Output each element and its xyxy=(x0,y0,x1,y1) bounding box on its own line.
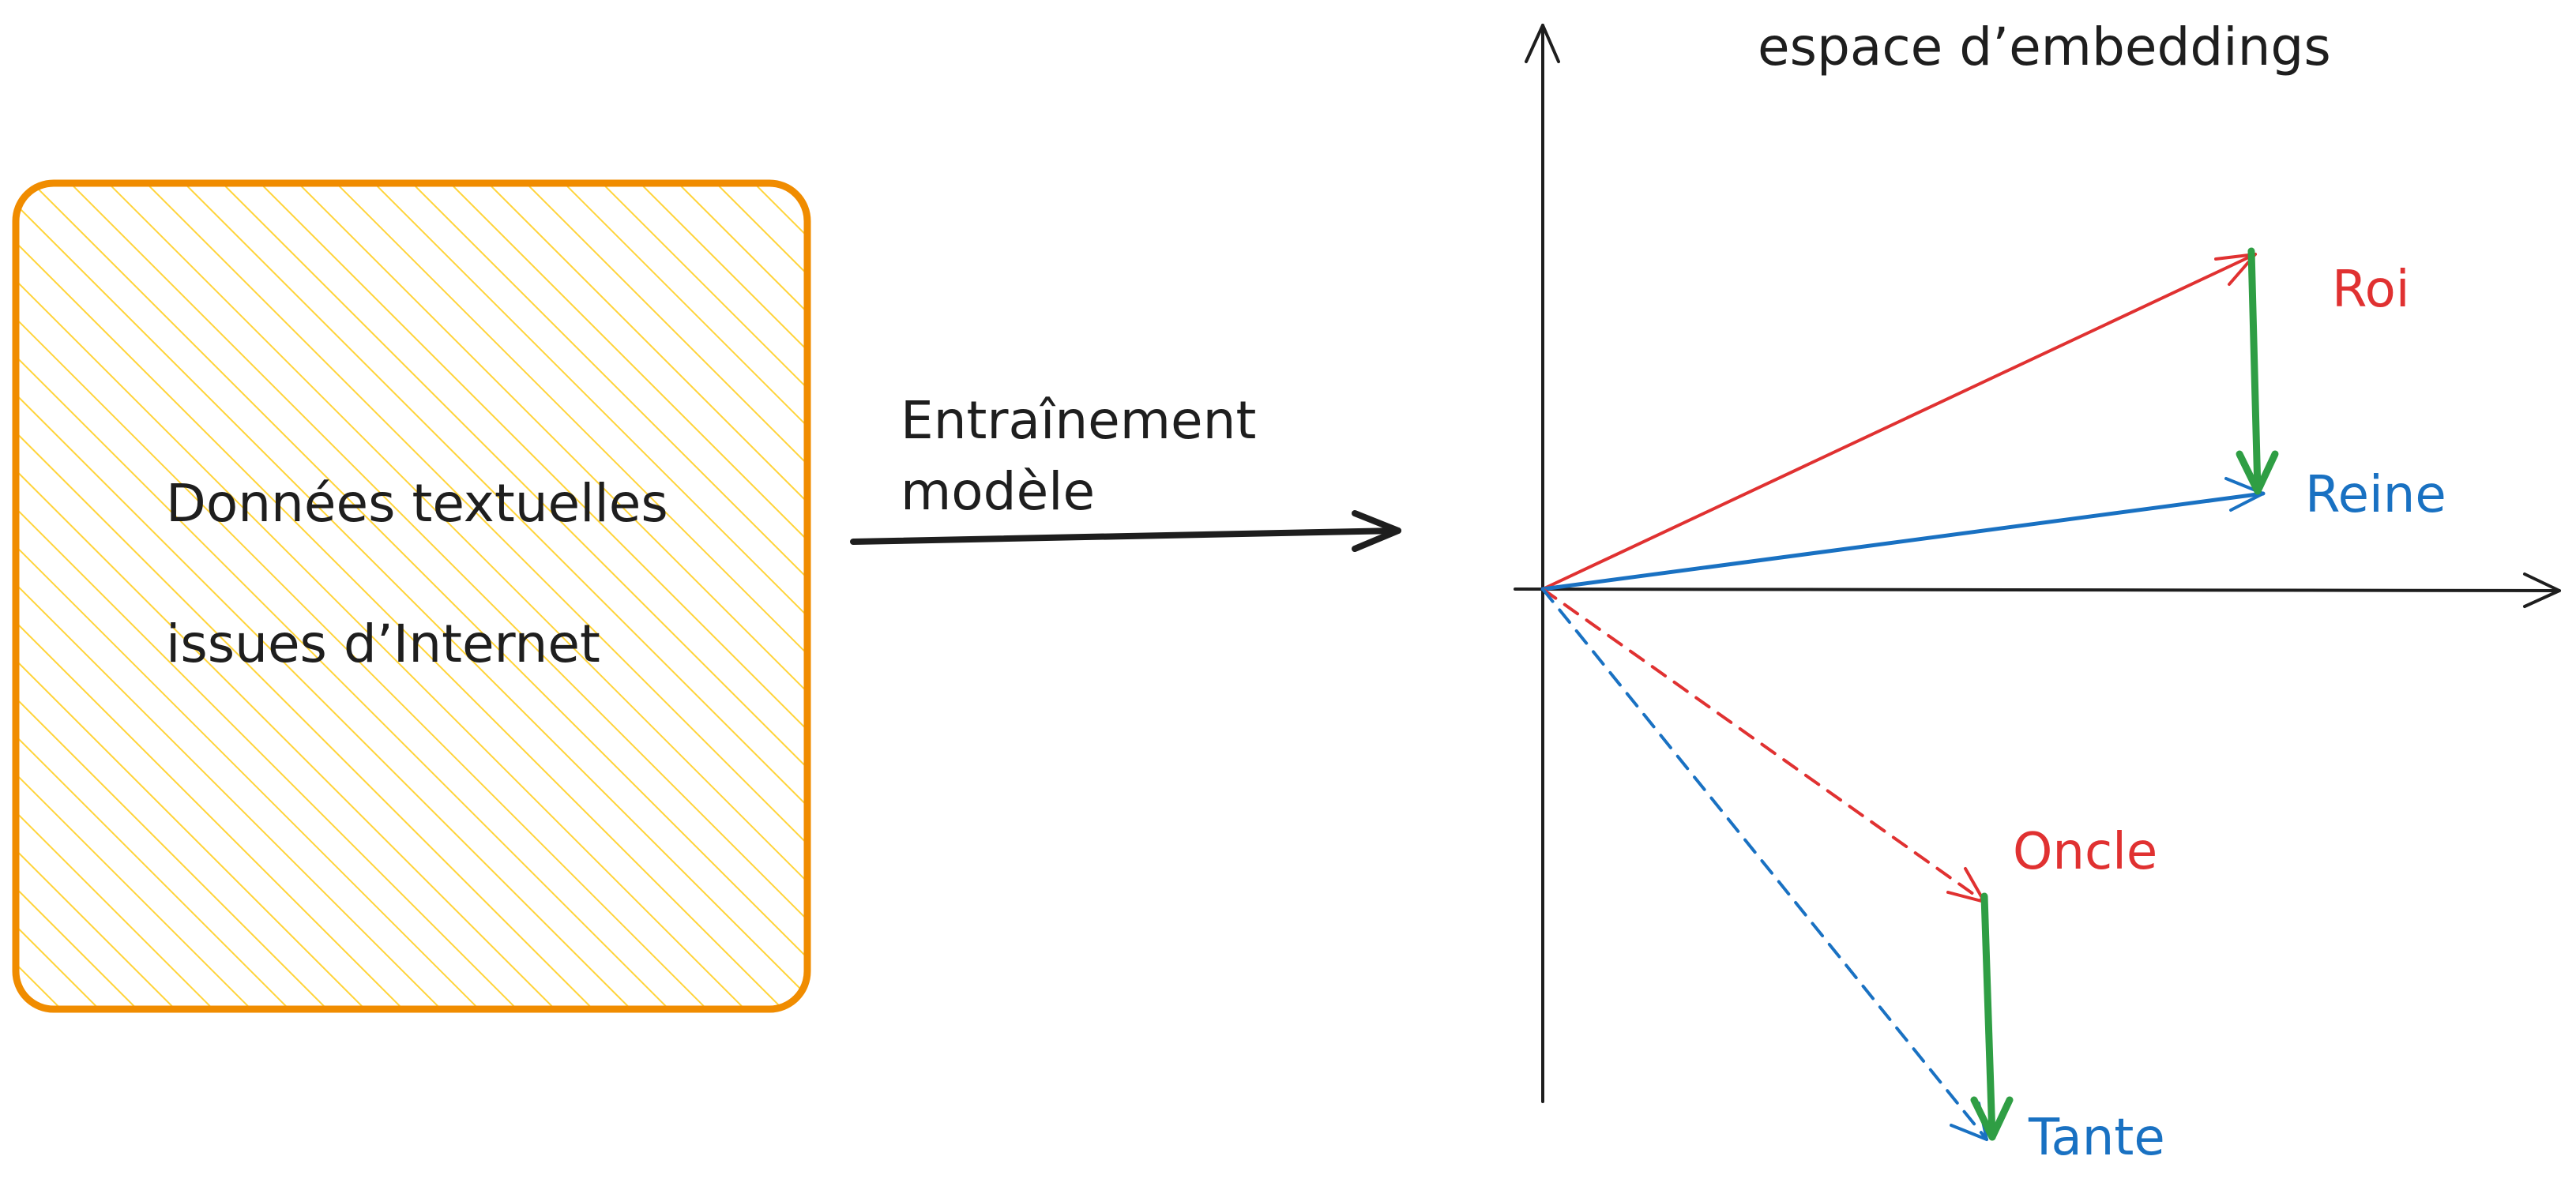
training-arrow-head xyxy=(1352,510,1401,552)
difference-roi-reine-arrowhead xyxy=(2236,450,2279,495)
embedding-space: espace d’embeddings Roi Reine Oncle Tant… xyxy=(1514,17,2561,1167)
embedding-space-title: espace d’embeddings xyxy=(1758,17,2331,77)
y-axis-arrowhead xyxy=(1525,24,1560,63)
source-box-fill xyxy=(16,183,807,1009)
vector-reine-arrowhead xyxy=(2224,477,2265,512)
source-box-line1: Données textuelles xyxy=(166,473,668,534)
word-label-tante: Tante xyxy=(2028,1109,2165,1167)
word-label-reine: Reine xyxy=(2305,466,2446,524)
source-box-line2: issues d’Internet xyxy=(166,614,600,674)
x-axis xyxy=(1514,587,2561,592)
x-axis-arrowhead xyxy=(2523,572,2561,608)
vector-roi-arrowhead xyxy=(2214,253,2257,286)
source-box-border xyxy=(12,179,811,1013)
vector-oncle-arrowhead xyxy=(1946,867,1986,903)
difference-oncle-tante xyxy=(1980,892,1996,1141)
vector-oncle xyxy=(1541,587,1986,903)
training-label-line1: Entraînement xyxy=(901,390,1256,451)
vector-roi xyxy=(1541,253,2257,591)
vector-tante xyxy=(1541,587,1988,1141)
source-data-box: Données textuelles issues d’Internet xyxy=(12,179,811,1013)
training-arrow: Entraînement modèle xyxy=(850,390,1401,552)
training-label-line2: modèle xyxy=(901,461,1095,522)
training-arrow-shaft xyxy=(850,527,1401,545)
word-label-roi: Roi xyxy=(2332,261,2410,319)
difference-oncle-tante-arrowhead xyxy=(1970,1096,2014,1141)
word-label-oncle: Oncle xyxy=(2013,823,2157,881)
vector-reine xyxy=(1540,491,2266,591)
difference-roi-reine xyxy=(2247,247,2262,495)
